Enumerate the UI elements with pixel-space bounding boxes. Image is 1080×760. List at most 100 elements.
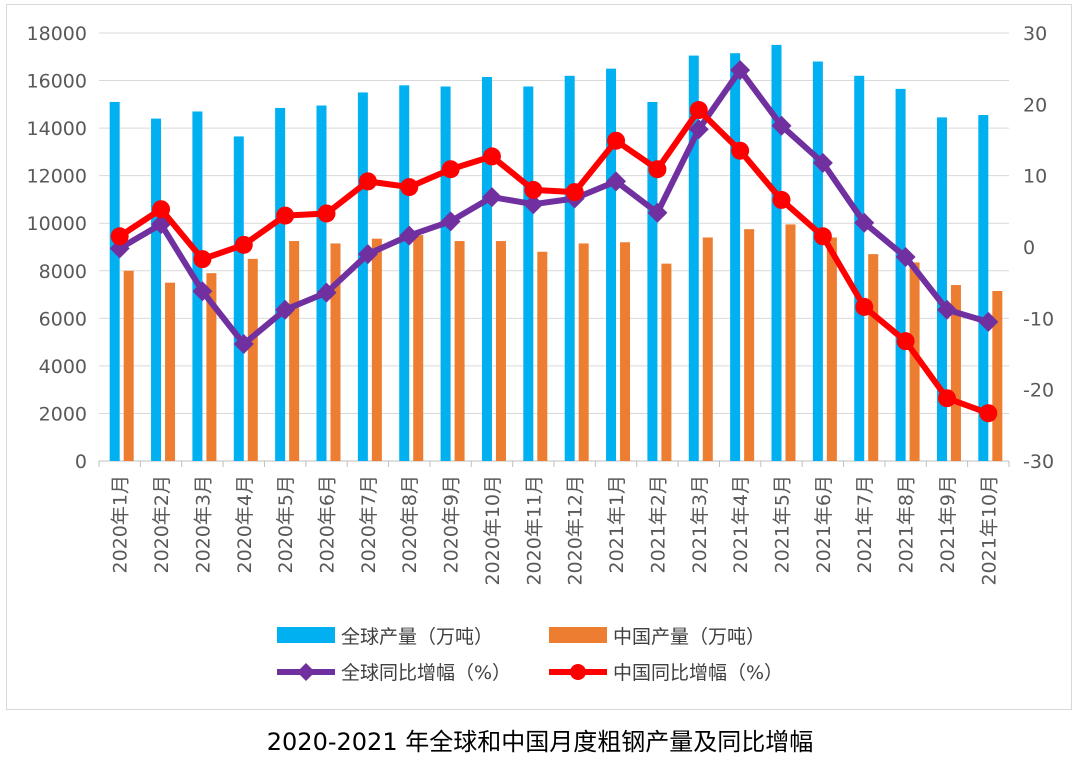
bar [371,238,382,461]
x-tick-label: 2020年5月 [275,475,297,573]
y-left-tick-label: 14000 [27,118,87,140]
bar [316,105,327,462]
data-point [192,281,213,302]
x-tick-label: 2020年11月 [523,475,545,586]
y-left-tick-label: 18000 [27,23,87,45]
data-point [689,101,708,120]
y-left-tick-label: 0 [75,451,87,473]
bar [123,270,134,461]
data-point [896,332,915,351]
bar [109,101,120,461]
series-line [118,107,990,417]
bar [523,86,534,461]
data-point [565,183,584,202]
data-point [772,190,791,209]
bar [688,55,699,461]
data-point [978,311,999,332]
bar [909,262,920,461]
bar [620,242,631,461]
data-point [316,282,337,303]
legend-label: 中国同比增幅（%） [613,662,783,684]
data-point [523,194,544,215]
bar [440,86,451,461]
data-point [731,141,750,160]
bar [936,117,947,462]
y-left-tick-label: 12000 [27,166,87,188]
bar [854,75,865,462]
data-point [481,187,502,208]
bar [578,243,589,461]
x-tick-label: 2020年6月 [317,475,339,573]
x-tick-label: 2021年10月 [978,475,1000,586]
legend-swatch [549,627,607,643]
data-point [854,212,875,233]
data-point [193,250,212,269]
legend-item: 中国同比增幅（%） [549,662,783,684]
y-right-tick-label: 10 [1023,166,1047,188]
y-left-tick-label: 8000 [39,261,87,283]
x-tick-label: 2021年3月 [689,475,711,573]
bar [992,290,1003,461]
bar [454,241,465,461]
legend-item: 全球产量（万吨） [277,626,493,648]
data-point [979,404,998,423]
legend-swatch [277,627,335,643]
bar [978,115,989,462]
data-point [688,119,709,140]
bar [247,258,258,461]
legend-marker [297,663,315,681]
bar [481,76,492,461]
x-tick-label: 2020年1月 [110,475,132,573]
data-point [358,172,377,191]
x-tick-label: 2020年2月 [151,475,173,573]
legend-item: 全球同比增幅（%） [277,662,511,684]
y-left-tick-label: 6000 [39,308,87,330]
y-left-tick-label: 2000 [39,403,87,425]
data-point [400,178,419,197]
bar [661,263,672,461]
data-point [152,200,171,219]
data-point [110,227,129,246]
x-tick-label: 2021年2月 [647,475,669,573]
bar [744,229,755,461]
y-right-tick-label: -20 [1023,380,1054,402]
data-point [524,180,543,199]
y-left-tick-label: 10000 [27,213,87,235]
bar [165,282,176,461]
y-left-tick-label: 16000 [27,71,87,93]
bar [895,88,906,461]
series-line [118,67,990,348]
bar [206,273,217,461]
bar [151,118,162,461]
x-tick-label: 2021年6月 [813,475,835,573]
y-right-tick-label: -10 [1023,308,1054,330]
bar [785,224,796,461]
x-tick-label: 2020年10月 [482,475,504,586]
y-right-tick-label: 0 [1023,237,1035,259]
data-point [936,299,957,320]
data-point [482,147,501,166]
x-tick-label: 2020年7月 [358,475,380,573]
data-point [606,171,627,192]
x-tick-label: 2020年4月 [234,475,256,573]
data-point [771,115,792,136]
data-point [648,160,667,179]
bar [950,285,961,461]
data-point [357,244,378,265]
data-point [234,235,253,254]
bar [495,241,506,461]
x-tick-label: 2020年12月 [565,475,587,586]
data-point [607,131,626,150]
legend-marker [570,664,586,680]
bar [812,61,823,462]
bar [413,235,424,461]
data-point [855,297,874,316]
bar [275,107,286,462]
data-point [895,246,916,267]
y-right-tick-label: -30 [1023,451,1054,473]
legend-item: 中国产量（万吨） [549,626,765,648]
x-tick-label: 2020年3月 [192,475,214,573]
bar [606,68,617,462]
y-right-tick-label: 20 [1023,94,1047,116]
data-point [813,227,832,246]
